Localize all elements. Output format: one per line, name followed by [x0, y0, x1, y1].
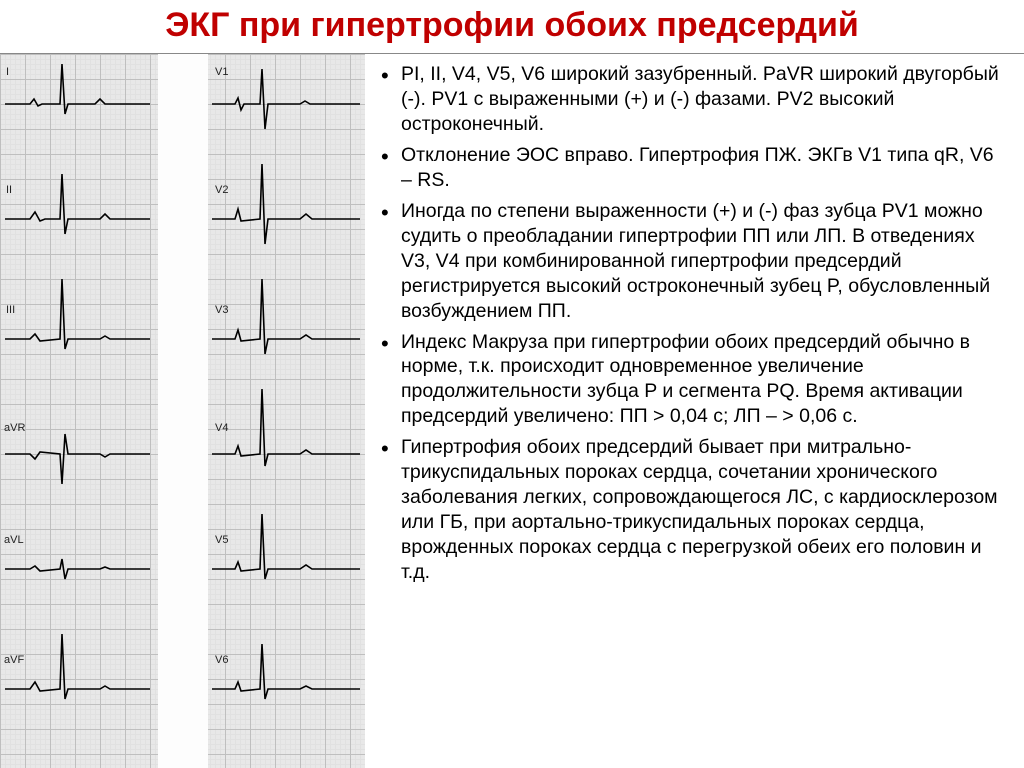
- ecg-trace-II: [5, 174, 150, 234]
- bullet-item: PI, II, V4, V5, V6 широкий зазубренный. …: [379, 62, 1006, 137]
- ecg-trace-V1: [212, 69, 360, 129]
- ecg-lead-label-aVF: aVF: [4, 654, 24, 666]
- ecg-lead-label-aVR: aVR: [4, 422, 25, 434]
- ecg-trace-aVR: [5, 434, 150, 484]
- ecg-trace-V4: [212, 389, 360, 466]
- bullet-list: PI, II, V4, V5, V6 широкий зазубренный. …: [379, 62, 1006, 585]
- bullet-item: Гипертрофия обоих предсердий бывает при …: [379, 435, 1006, 585]
- ecg-lead-label-V4: V4: [215, 422, 228, 434]
- bullet-item: Отклонение ЭОС вправо. Гипертрофия ПЖ. Э…: [379, 143, 1006, 193]
- ecg-trace-aVL: [5, 559, 150, 579]
- ecg-panel: IIIIIIaVRaVLaVFV1V2V3V4V5V6: [0, 54, 365, 768]
- ecg-lead-label-V3: V3: [215, 304, 228, 316]
- ecg-trace-aVF: [5, 634, 150, 699]
- ecg-trace-V2: [212, 164, 360, 244]
- ecg-trace-V5: [212, 514, 360, 579]
- ecg-lead-label-III: III: [6, 304, 15, 316]
- slide-title: ЭКГ при гипертрофии обоих предсердий: [0, 0, 1024, 54]
- ecg-lead-label-V6: V6: [215, 654, 228, 666]
- ecg-lead-label-V1: V1: [215, 66, 228, 78]
- content-area: IIIIIIaVRaVLaVFV1V2V3V4V5V6 PI, II, V4, …: [0, 54, 1024, 768]
- ecg-lead-label-V2: V2: [215, 184, 228, 196]
- ecg-container: IIIIIIaVRaVLaVFV1V2V3V4V5V6: [0, 54, 365, 768]
- ecg-trace-V3: [212, 279, 360, 354]
- ecg-trace-III: [5, 279, 150, 349]
- ecg-lead-label-I: I: [6, 66, 9, 78]
- bullet-item: Иногда по степени выраженности (+) и (-)…: [379, 199, 1006, 324]
- ecg-lead-label-aVL: aVL: [4, 534, 24, 546]
- ecg-lead-label-V5: V5: [215, 534, 228, 546]
- ecg-traces: [0, 54, 365, 768]
- ecg-lead-label-II: II: [6, 184, 12, 196]
- ecg-trace-V6: [212, 644, 360, 699]
- ecg-trace-I: [5, 64, 150, 114]
- bullet-item: Индекс Макруза при гипертрофии обоих пре…: [379, 330, 1006, 430]
- text-panel: PI, II, V4, V5, V6 широкий зазубренный. …: [365, 54, 1024, 768]
